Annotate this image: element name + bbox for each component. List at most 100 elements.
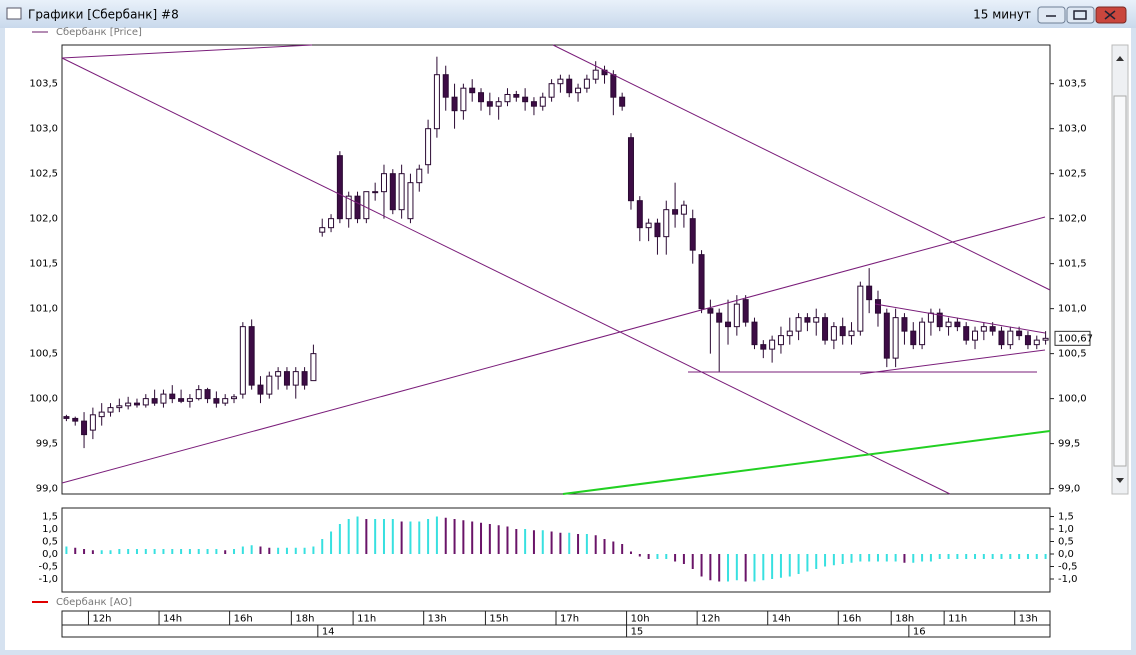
price-panel [61, 44, 1051, 495]
y-tick-label: 101,5 [29, 259, 58, 270]
y-tick-label-right: 101,5 [1058, 259, 1087, 270]
candle-body [830, 326, 837, 341]
y-tick-label-right: 99,5 [1058, 439, 1080, 450]
candle-body [442, 74, 449, 98]
time-label: 12h [92, 614, 111, 625]
candle-body [627, 137, 634, 202]
ao-tick-label: 0,5 [42, 537, 58, 548]
candle-body [883, 312, 890, 359]
candle-body [707, 308, 714, 314]
candle-body [160, 393, 167, 404]
candle-body [804, 317, 811, 323]
minimize-button[interactable] [1037, 6, 1066, 24]
candle-body [416, 168, 423, 184]
ao-tick-label-right: -0,5 [1058, 562, 1078, 573]
time-label: 13h [1019, 614, 1038, 625]
candle-body [839, 326, 846, 337]
ao-tick-label-right: 1,0 [1058, 524, 1074, 535]
window-title: Графики [Сбербанк] #8 [28, 8, 179, 22]
y-tick-label: 102,5 [29, 169, 58, 180]
candle-body [116, 405, 123, 409]
candle-body [874, 299, 881, 314]
time-label: 12h [701, 614, 720, 625]
candle-body [892, 317, 899, 359]
y-tick-label: 102,0 [29, 214, 58, 225]
candle-body [919, 321, 926, 346]
candle-body [795, 317, 802, 332]
candle-body [407, 182, 414, 220]
maximize-button[interactable] [1066, 6, 1095, 24]
candle-body [389, 173, 396, 211]
candle-body [204, 389, 211, 400]
candle-body [398, 173, 405, 211]
candle-body [133, 402, 140, 406]
candle-body [963, 326, 970, 341]
ao-tick-label: 1,0 [42, 524, 58, 535]
candle-body [310, 353, 317, 382]
ao-tick-label: -0,5 [38, 562, 58, 573]
candle-body [433, 74, 440, 130]
candle-body [619, 96, 626, 107]
candle-body [195, 389, 202, 400]
y-tick-label-right: 99,0 [1058, 484, 1080, 495]
candle-body [125, 402, 132, 407]
candle-body [169, 393, 176, 400]
timeframe[interactable]: 15 минут [973, 8, 1031, 22]
candle-body [451, 96, 458, 112]
candle-body [786, 330, 793, 337]
candle-body [1042, 337, 1049, 341]
candle-body [539, 96, 546, 107]
candle-body [583, 78, 590, 89]
candle-body [222, 398, 229, 404]
candle-body [610, 74, 617, 98]
candle-body [866, 285, 873, 301]
time-label: 14h [772, 614, 791, 625]
y-tick-label-right: 103,5 [1058, 79, 1087, 90]
candle-body [151, 398, 158, 404]
time-label: 15h [489, 614, 508, 625]
candle-body [81, 420, 88, 436]
candle-body [486, 101, 493, 107]
scroll-thumb[interactable] [1113, 95, 1127, 467]
candle-body [142, 398, 149, 406]
candle-body [998, 330, 1005, 346]
candle-body [645, 222, 652, 229]
candle-body [954, 321, 961, 328]
y-tick-label-right: 103,0 [1058, 124, 1087, 135]
candle-body [98, 411, 105, 418]
candle-body [689, 218, 696, 251]
candle-body [1033, 339, 1040, 346]
candle-body [557, 78, 564, 85]
y-tick-label: 99,0 [36, 484, 58, 495]
candle-body [231, 396, 238, 400]
candle-body [936, 312, 943, 328]
candle-body [89, 414, 96, 431]
y-tick-label-right: 102,0 [1058, 214, 1087, 225]
time-label: 11h [948, 614, 967, 625]
candle-body [733, 303, 740, 328]
candle-body [742, 299, 749, 323]
candle-body [336, 155, 343, 220]
trend-lines [61, 44, 1051, 495]
candle-body [107, 407, 114, 413]
y-tick-label-right: 100,0 [1058, 394, 1087, 405]
candle-body [372, 191, 379, 194]
candle-body [760, 344, 767, 350]
y-tick-label: 101,0 [29, 304, 58, 315]
candle-body [275, 371, 282, 377]
window-button-glyphs [1046, 10, 1116, 20]
candle-body [672, 209, 679, 215]
candle-body [777, 335, 784, 346]
candle-body [592, 69, 599, 80]
time-label: 16h [842, 614, 861, 625]
candle-body [248, 326, 255, 386]
candle-body [460, 87, 467, 112]
candle-body [495, 101, 502, 107]
y-tick-label: 99,5 [36, 439, 58, 450]
y-tick-label-right: 100,5 [1058, 349, 1087, 360]
time-labels: 12h 14h 16h 18h 11h 13h 15h 17h 10h 12h 14h 16h 18h 1… [87, 611, 1038, 638]
time-label: 17h [560, 614, 579, 625]
candle-body [725, 321, 732, 328]
